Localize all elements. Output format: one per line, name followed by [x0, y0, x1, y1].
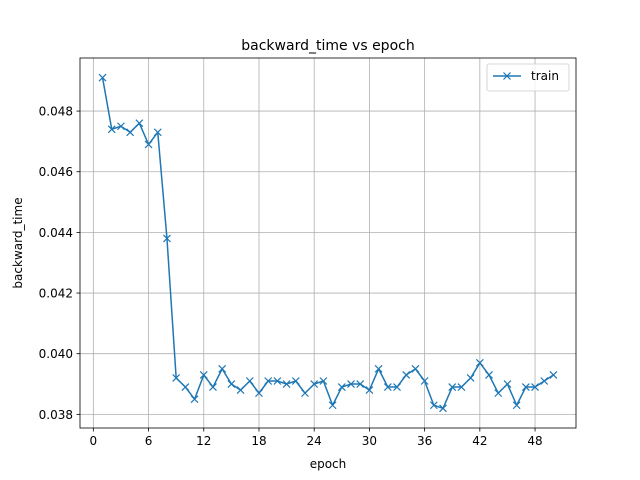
data-point: [512, 401, 521, 410]
data-point: [494, 389, 503, 398]
data-point: [337, 383, 346, 391]
y-tick-label: 0.040: [39, 347, 73, 361]
data-point: [301, 389, 309, 398]
data-point: [420, 377, 429, 385]
x-tick-label: 24: [307, 434, 322, 448]
data-point: [365, 386, 374, 395]
x-tick-label: 48: [527, 434, 542, 448]
y-tick-label: 0.038: [39, 408, 73, 422]
data-point: [485, 371, 493, 379]
data-point: [209, 383, 217, 391]
chart-title: backward_time vs epoch: [241, 38, 414, 54]
data-point: [227, 380, 236, 388]
data-point: [98, 73, 107, 82]
data-point: [466, 374, 475, 382]
x-tick-label: 30: [362, 434, 377, 448]
data-point: [475, 358, 484, 367]
data-point: [135, 119, 144, 128]
data-point: [393, 383, 401, 391]
data-point: [181, 383, 190, 391]
legend-series-label: train: [531, 69, 559, 83]
data-point: [402, 371, 411, 379]
data-point: [319, 377, 328, 385]
y-tick-label: 0.048: [39, 105, 73, 119]
data-point: [236, 386, 245, 395]
plot-frame: [79, 57, 577, 429]
data-point: [439, 404, 447, 413]
x-tick-label: 42: [472, 434, 487, 448]
data-point: [374, 364, 383, 373]
data-point: [255, 389, 263, 398]
grid: [80, 58, 576, 428]
data-point: [264, 377, 273, 385]
plot-area: [80, 58, 576, 428]
data-point: [328, 401, 337, 410]
data-point: [448, 383, 457, 391]
data-point: [549, 371, 558, 379]
data-point: [126, 128, 135, 137]
data-point: [199, 371, 208, 379]
legend-box: [486, 63, 570, 92]
x-tick-label: 12: [196, 434, 211, 448]
y-axis-label: backward_time: [11, 197, 25, 288]
data-point: [429, 401, 438, 410]
data-point: [347, 380, 355, 388]
data-point: [163, 234, 171, 243]
data-point: [291, 377, 300, 385]
x-tick-label: 18: [251, 434, 266, 448]
x-tick-label: 36: [417, 434, 432, 448]
data-point: [282, 380, 291, 388]
data-point: [172, 374, 181, 382]
y-tick-label: 0.046: [39, 165, 73, 179]
data-point: [521, 383, 530, 391]
series-layer: [98, 73, 558, 413]
data-point: [153, 128, 162, 137]
y-tick-label: 0.042: [39, 287, 73, 301]
data-point: [503, 380, 512, 388]
data-point: [540, 377, 549, 385]
data-point: [356, 380, 365, 388]
y-tick-label: 0.044: [39, 226, 73, 240]
data-point: [411, 364, 420, 373]
data-point: [144, 140, 153, 149]
data-point: [218, 364, 227, 373]
data-point: [245, 377, 254, 385]
x-tick-label: 6: [145, 434, 153, 448]
data-point: [383, 383, 392, 391]
legend-series-marker: [503, 72, 511, 80]
data-point: [457, 383, 466, 391]
data-point: [117, 122, 125, 131]
x-tick-label: 0: [90, 434, 98, 448]
data-point: [107, 125, 116, 134]
data-point: [310, 380, 319, 388]
data-point: [531, 383, 539, 391]
data-point: [190, 395, 199, 404]
x-axis-label: epoch: [310, 457, 347, 471]
ticks: 0 6 12 18 24 30 36 42 48 0.038 0.040 0.042 0.044 0.04…: [39, 105, 543, 448]
data-point: [273, 377, 282, 385]
legend: train: [486, 63, 570, 92]
